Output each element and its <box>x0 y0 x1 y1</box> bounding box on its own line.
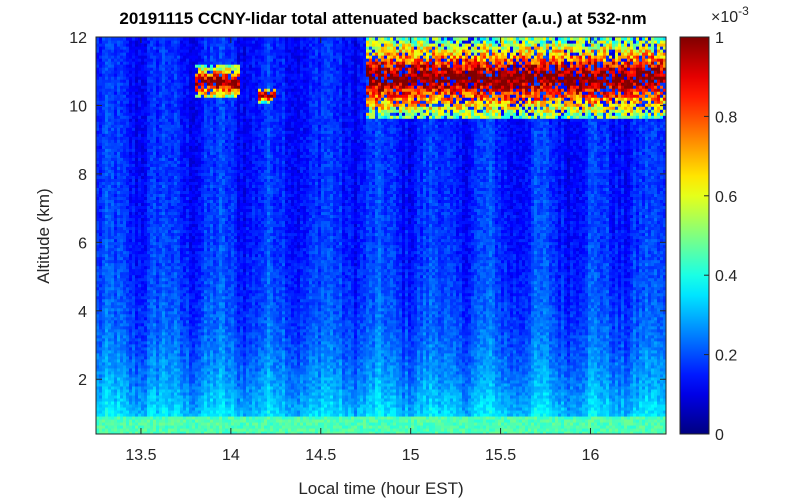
x-tick-label: 15 <box>402 447 420 464</box>
y-tick-label: 2 <box>78 372 87 389</box>
colorbar: 0 0.2 0.4 0.6 0.8 1 ×10-3 <box>679 4 749 444</box>
y-tick-label: 8 <box>78 167 87 184</box>
colorbar-tick-label: 0.8 <box>715 109 737 126</box>
colorbar-tick-label: 0.4 <box>715 268 737 285</box>
y-axis-label: Altitude (km) <box>34 188 53 283</box>
x-tick-label: 14 <box>222 447 240 464</box>
y-tick-label: 6 <box>78 235 87 252</box>
y-tick-label: 12 <box>69 30 87 47</box>
colorbar-multiplier: ×10-3 <box>711 4 749 26</box>
x-tick-label: 15.5 <box>485 447 516 464</box>
colorbar-ticks: 0 0.2 0.4 0.6 0.8 1 <box>704 30 737 444</box>
heatmap-plot <box>95 36 667 435</box>
plot-frame <box>95 36 667 435</box>
colorbar-tick-label: 0 <box>715 427 724 444</box>
heatmap-cells <box>96 37 666 434</box>
chart-title: 20191115 CCNY-lidar total attenuated bac… <box>119 9 646 28</box>
x-axis: 13.5 14 14.5 15 15.5 16 <box>125 37 599 464</box>
colorbar-tick-label: 0.6 <box>715 189 737 206</box>
x-tick-label: 14.5 <box>305 447 336 464</box>
colorbar-tick-label: 1 <box>715 30 724 47</box>
y-tick-label: 4 <box>78 304 87 321</box>
colorbar-tick-label: 0.2 <box>715 348 737 365</box>
x-axis-label: Local time (hour EST) <box>298 479 463 498</box>
colorbar-gradient <box>679 36 710 435</box>
y-axis: 2 4 6 8 10 12 <box>69 30 666 389</box>
y-tick-label: 10 <box>69 98 87 115</box>
x-tick-label: 16 <box>582 447 600 464</box>
x-tick-label: 13.5 <box>125 447 156 464</box>
